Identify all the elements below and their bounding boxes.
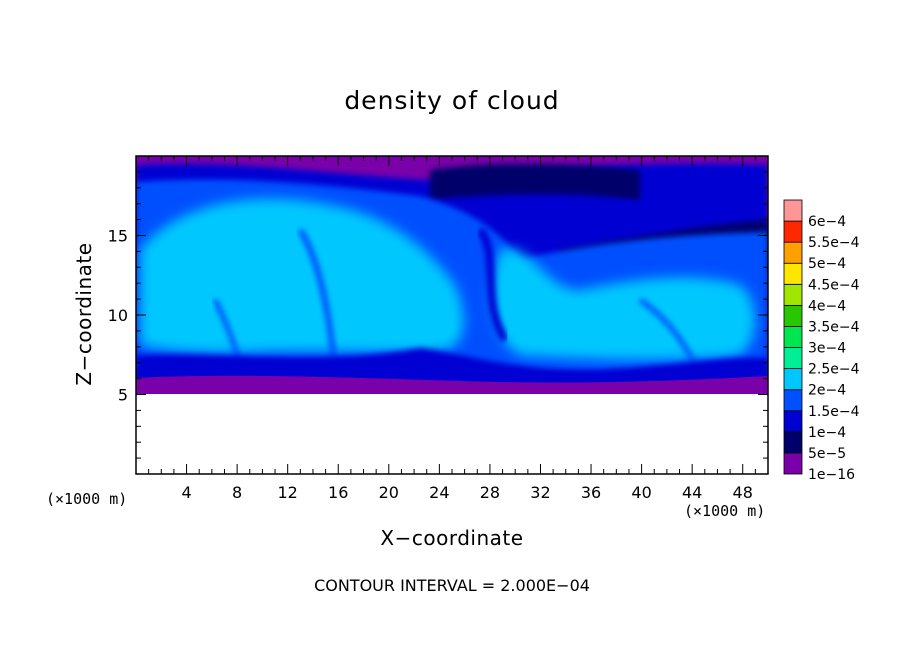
colorbar-label: 5e−5	[808, 446, 846, 462]
colorbar-swatch	[783, 199, 803, 222]
colorbar-label: 4e−4	[808, 298, 846, 314]
y-axis-ticks: 5 10 15	[108, 171, 768, 459]
colorbar-label: 1e−4	[808, 425, 846, 441]
x-tick-label: 32	[530, 483, 550, 502]
x-tick-label: 24	[429, 483, 449, 502]
colorbar-swatch	[783, 304, 803, 327]
colorbar-label: 5e−4	[808, 256, 846, 272]
colorbar-label: 1e−16	[808, 467, 855, 483]
x-tick-label: 8	[232, 483, 242, 502]
contour-interval-note: CONTOUR INTERVAL = 2.000E−04	[314, 576, 590, 595]
colorbar-swatch	[783, 389, 803, 412]
x-unit-label-right: (×1000 m)	[684, 502, 766, 520]
colorbar-label: 3.5e−4	[808, 319, 860, 335]
colorbar-label: 3e−4	[808, 341, 846, 357]
x-tick-label: 48	[733, 483, 753, 502]
colorbar-label: 4.5e−4	[808, 277, 860, 293]
x-tick-label: 4	[181, 483, 191, 502]
colorbar-swatch	[783, 368, 803, 391]
colorbar-label: 1.5e−4	[808, 404, 860, 420]
x-tick-label: 28	[480, 483, 500, 502]
colorbar-swatch	[783, 410, 803, 433]
x-axis-label: X−coordinate	[380, 526, 524, 550]
x-tick-label: 36	[581, 483, 601, 502]
colorbar-swatch	[783, 262, 803, 285]
density-contour-field	[136, 156, 768, 474]
colorbar-swatch	[783, 241, 803, 264]
x-axis-ticks: 4 8 12 16 20 24 28 32 36 40 44 48	[148, 156, 756, 502]
x-tick-label: 40	[631, 483, 651, 502]
colorbar-swatch	[783, 326, 803, 348]
colorbar-swatch	[783, 452, 803, 475]
x-tick-label: 44	[682, 483, 702, 502]
colorbar-swatch	[783, 431, 803, 454]
y-tick-label: 5	[118, 386, 128, 405]
colorbar-label: 2e−4	[808, 383, 846, 399]
colorbar-label: 6e−4	[808, 214, 846, 230]
colorbar-swatch	[783, 220, 803, 243]
colorbar-swatch	[783, 283, 803, 306]
colorbar: 1e−16 5e−5 1e−4 1.5e−4 2e−4 2.5e−4 3e−4 3.5e−4 4…	[783, 199, 860, 483]
y-tick-label: 10	[108, 306, 128, 325]
colorbar-label: 5.5e−4	[808, 235, 860, 251]
y-axis-label: Z−coordinate	[72, 242, 96, 386]
x-tick-label: 12	[278, 483, 298, 502]
colorbar-swatch	[783, 347, 803, 370]
x-tick-label: 16	[328, 483, 348, 502]
colorbar-label: 2.5e−4	[808, 362, 860, 378]
y-tick-label: 15	[108, 227, 128, 246]
chart-title: density of cloud	[344, 86, 560, 115]
x-unit-label-left: (×1000 m)	[46, 490, 128, 508]
x-tick-label: 20	[379, 483, 399, 502]
